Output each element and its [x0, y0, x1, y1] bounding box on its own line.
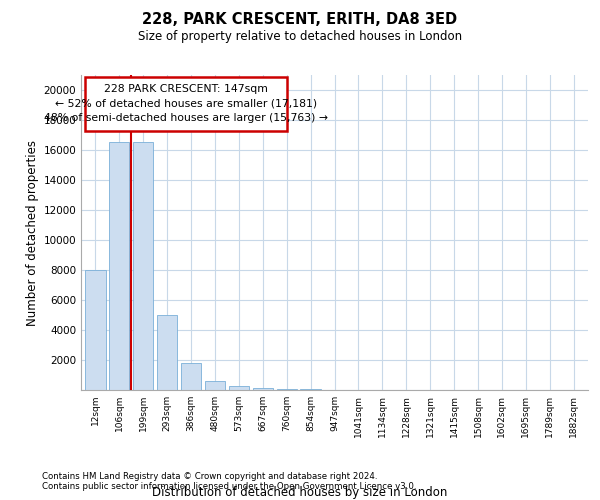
FancyBboxPatch shape — [85, 76, 287, 130]
Text: ← 52% of detached houses are smaller (17,181): ← 52% of detached houses are smaller (17… — [55, 98, 317, 108]
Bar — [181, 363, 201, 390]
Bar — [253, 388, 273, 390]
Text: Distribution of detached houses by size in London: Distribution of detached houses by size … — [152, 486, 448, 499]
Bar — [157, 315, 177, 390]
Bar — [229, 386, 249, 390]
Text: Contains HM Land Registry data © Crown copyright and database right 2024.: Contains HM Land Registry data © Crown c… — [42, 472, 377, 481]
Text: 48% of semi-detached houses are larger (15,763) →: 48% of semi-detached houses are larger (… — [44, 113, 328, 123]
Bar — [133, 142, 154, 390]
Text: Size of property relative to detached houses in London: Size of property relative to detached ho… — [138, 30, 462, 43]
Bar — [109, 142, 130, 390]
Text: 228, PARK CRESCENT, ERITH, DA8 3ED: 228, PARK CRESCENT, ERITH, DA8 3ED — [142, 12, 458, 28]
Bar — [301, 389, 321, 390]
Bar — [277, 388, 297, 390]
Bar — [85, 270, 106, 390]
Text: 228 PARK CRESCENT: 147sqm: 228 PARK CRESCENT: 147sqm — [104, 84, 268, 94]
Y-axis label: Number of detached properties: Number of detached properties — [26, 140, 39, 326]
Bar — [205, 381, 225, 390]
Text: Contains public sector information licensed under the Open Government Licence v3: Contains public sector information licen… — [42, 482, 416, 491]
